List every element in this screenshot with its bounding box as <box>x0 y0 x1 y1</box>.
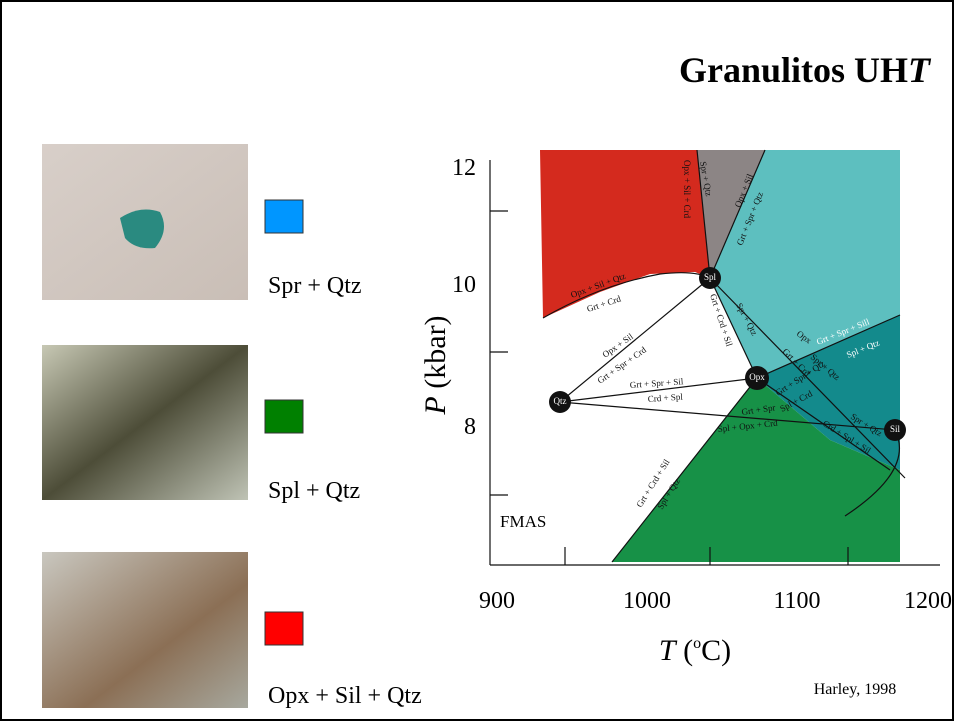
slide: Granulitos UHT Spr + Qtz Spl + Qtz Opx +… <box>0 0 954 721</box>
system-label: FMAS <box>500 512 546 531</box>
y-tick-label: 12 <box>452 155 476 181</box>
x-tick-label: 1200 <box>904 588 952 614</box>
x-tick-label: 900 <box>479 588 515 614</box>
point-label: Opx <box>749 372 765 382</box>
photo <box>42 552 248 708</box>
citation: Harley, 1998 <box>814 681 897 698</box>
legend-label: Spr + Qtz <box>268 273 362 299</box>
title: Granulitos UHT <box>679 50 932 90</box>
legend-swatch <box>265 200 303 233</box>
legend-swatch <box>265 612 303 645</box>
x-tick-label: 1100 <box>773 588 820 614</box>
photo <box>42 345 248 500</box>
point-label: Sil <box>890 424 901 434</box>
point-label: Spl <box>704 272 717 282</box>
legend-swatch <box>265 400 303 433</box>
legend-label: Spl + Qtz <box>268 478 360 504</box>
y-axis-label: P (kbar) <box>419 315 452 415</box>
y-tick-label: 8 <box>464 414 476 440</box>
reaction-label: Opx + Sil + Crd <box>682 160 692 219</box>
point-label: Qtz <box>554 396 567 406</box>
y-tick-label: 10 <box>452 272 476 298</box>
legend-label: Opx + Sil + Qtz <box>268 683 422 709</box>
x-tick-label: 1000 <box>623 588 671 614</box>
